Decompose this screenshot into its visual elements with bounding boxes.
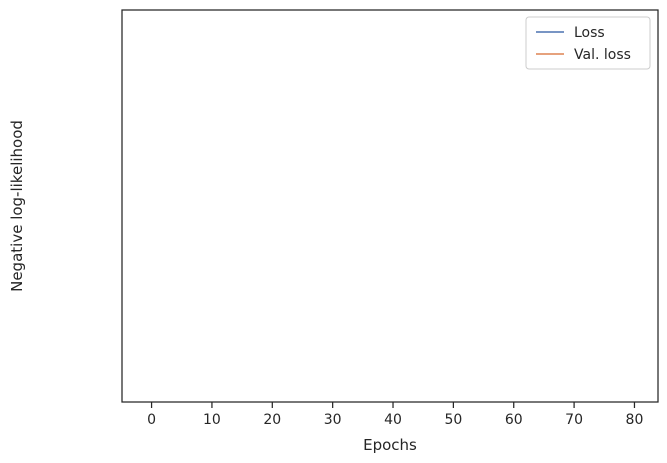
x-tick-label: 60 — [505, 412, 523, 428]
y-axis-title: Negative log-likelihood — [8, 120, 26, 292]
legend-box — [525, 16, 651, 70]
x-tick-label: 30 — [324, 412, 342, 428]
x-tick-label: 70 — [565, 412, 583, 428]
x-tick-label: 80 — [626, 412, 644, 428]
legend: Loss Val. loss — [525, 16, 651, 70]
legend-label: Val. loss — [574, 47, 631, 63]
x-axis-title: Epochs — [363, 436, 417, 454]
x-tick-label: 20 — [263, 412, 281, 428]
x-tick-label: 10 — [203, 412, 221, 428]
x-tick-label: 40 — [384, 412, 402, 428]
x-tick-label: 50 — [444, 412, 462, 428]
x-axis: 0 10 20 30 40 50 60 70 80 — [147, 402, 643, 428]
plot-area — [121, 9, 659, 403]
legend-label: Loss — [574, 25, 605, 41]
x-tick-label: 0 — [147, 412, 156, 428]
